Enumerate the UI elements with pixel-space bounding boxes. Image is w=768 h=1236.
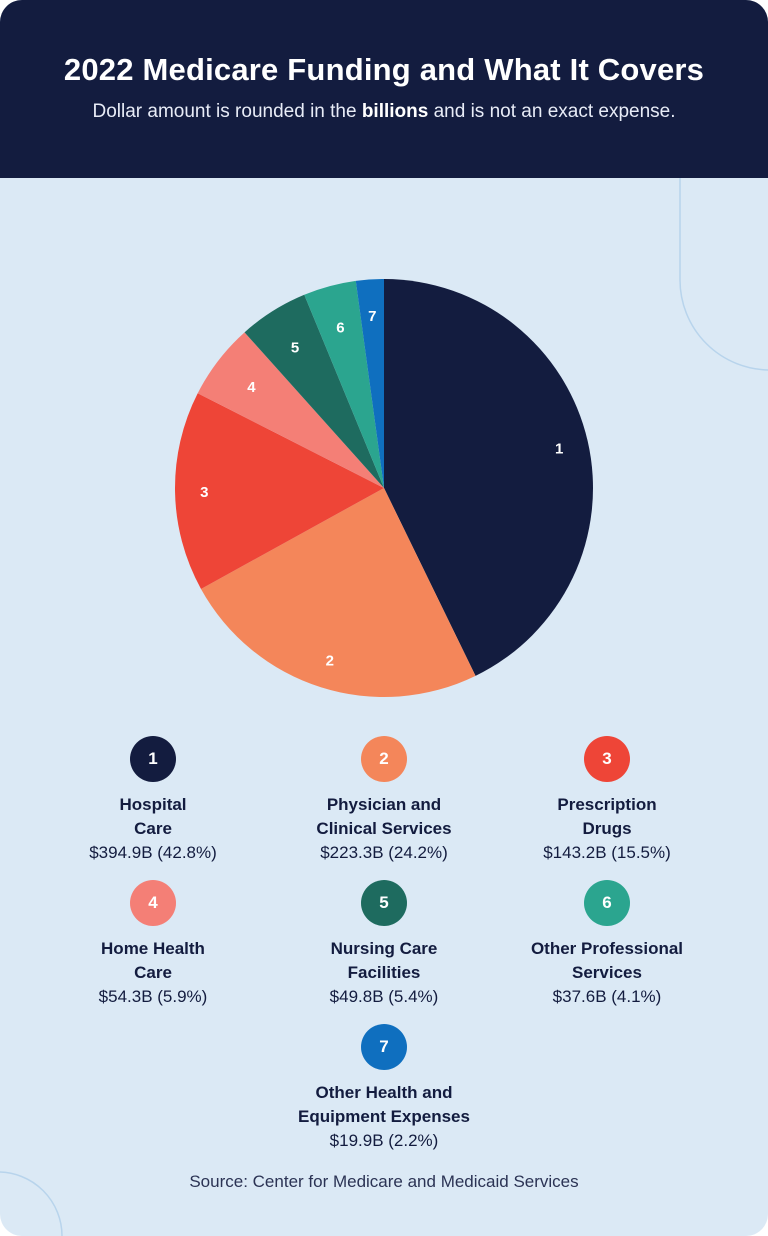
pie-slice-7 [355,279,384,488]
pie-slice-label-2: 2 [326,652,334,669]
page-title: 2022 Medicare Funding and What It Covers [63,52,705,87]
legend-value: $19.9B (2.2%) [329,1131,439,1150]
pie-slice-label-4: 4 [247,379,256,396]
legend-number-badge: 4 [130,880,176,926]
legend-number-badge: 2 [361,736,407,782]
legend-category-name-line: Hospital [119,795,187,814]
legend-number-badge: 7 [361,1024,407,1070]
legend-category-name-line: Services [572,963,642,982]
subtitle-text-pre: Dollar amount is rounded in the [92,101,362,122]
pie-slice-label-5: 5 [291,339,299,356]
legend-category-name-line: Facilities [347,963,421,982]
pie-slice-label-6: 6 [336,320,344,337]
legend-item-1: 1 Hospital Care $394.9B (42.8%) [38,736,268,865]
legend-category-name-line: Care [134,963,172,982]
legend-item-4: 4 Home Health Care $54.3B (5.9%) [38,880,268,1009]
legend-item-7: 7 Other Health and Equipment Expenses $19.9… [269,1024,499,1153]
legend-value: $49.8B (5.4%) [329,987,439,1006]
legend-value: $54.3B (5.9%) [98,987,208,1006]
legend-number-badge: 5 [361,880,407,926]
legend-number-badge: 3 [584,736,630,782]
legend-category-name: Other Professional Services [492,937,722,985]
legend-category-name-line: Nursing Care [330,939,438,958]
legend-item-6: 6 Other Professional Services $37.6B (4.1%) [492,880,722,1009]
legend-category-name-line: Other Health and [315,1083,453,1102]
header-banner: 2022 Medicare Funding and What It Covers… [0,0,768,178]
legend-category-name-line: Clinical Services [316,819,452,838]
pie-slice-4 [197,332,384,488]
pie-slice-label-7: 7 [368,308,376,325]
pie-slice-label-3: 3 [200,484,208,501]
legend-value: $394.9B (42.8%) [89,843,217,862]
legend-item-5: 5 Nursing Care Facilities $49.8B (5.4%) [269,880,499,1009]
legend-number-badge: 6 [584,880,630,926]
legend-category-name: Prescription Drugs [492,793,722,841]
legend-category-name: Physician and Clinical Services [269,793,499,841]
legend-category-name: Home Health Care [38,937,268,985]
pie-slice-6 [304,280,384,488]
legend-category-name: Other Health and Equipment Expenses [269,1081,499,1129]
legend-category-name-line: Equipment Expenses [298,1107,470,1126]
legend-category-name-line: Physician and [326,795,442,814]
legend-item-2: 2 Physician and Clinical Services $223.3B (… [269,736,499,865]
pie-slice-3 [174,393,384,589]
legend-category-name-line: Drugs [582,819,632,838]
pie-slice-1 [384,279,593,676]
legend-category-name-line: Home Health [101,939,205,958]
legend-value: $223.3B (24.2%) [320,843,448,862]
legend-category-name-line: Prescription [557,795,657,814]
pie-slice-label-1: 1 [555,441,563,458]
legend-item-3: 3 Prescription Drugs $143.2B (15.5%) [492,736,722,865]
legend-value: $37.6B (4.1%) [552,987,662,1006]
pie-slice-2 [200,488,476,697]
legend-category-name-line: Care [134,819,172,838]
subtitle-text-post: and is not an exact expense. [428,101,676,122]
source-note: Source: Center for Medicare and Medicaid… [189,1172,579,1191]
page-subtitle: Dollar amount is rounded in the billions… [0,101,768,123]
legend-category-name-line: Other Professional [530,939,684,958]
pie-slice-5 [244,294,384,488]
legend-value: $143.2B (15.5%) [543,843,671,862]
legend-category-name: Nursing Care Facilities [269,937,499,985]
legend-category-name: Hospital Care [38,793,268,841]
subtitle-text-bold: billions [361,101,429,122]
legend-number-badge: 1 [130,736,176,782]
